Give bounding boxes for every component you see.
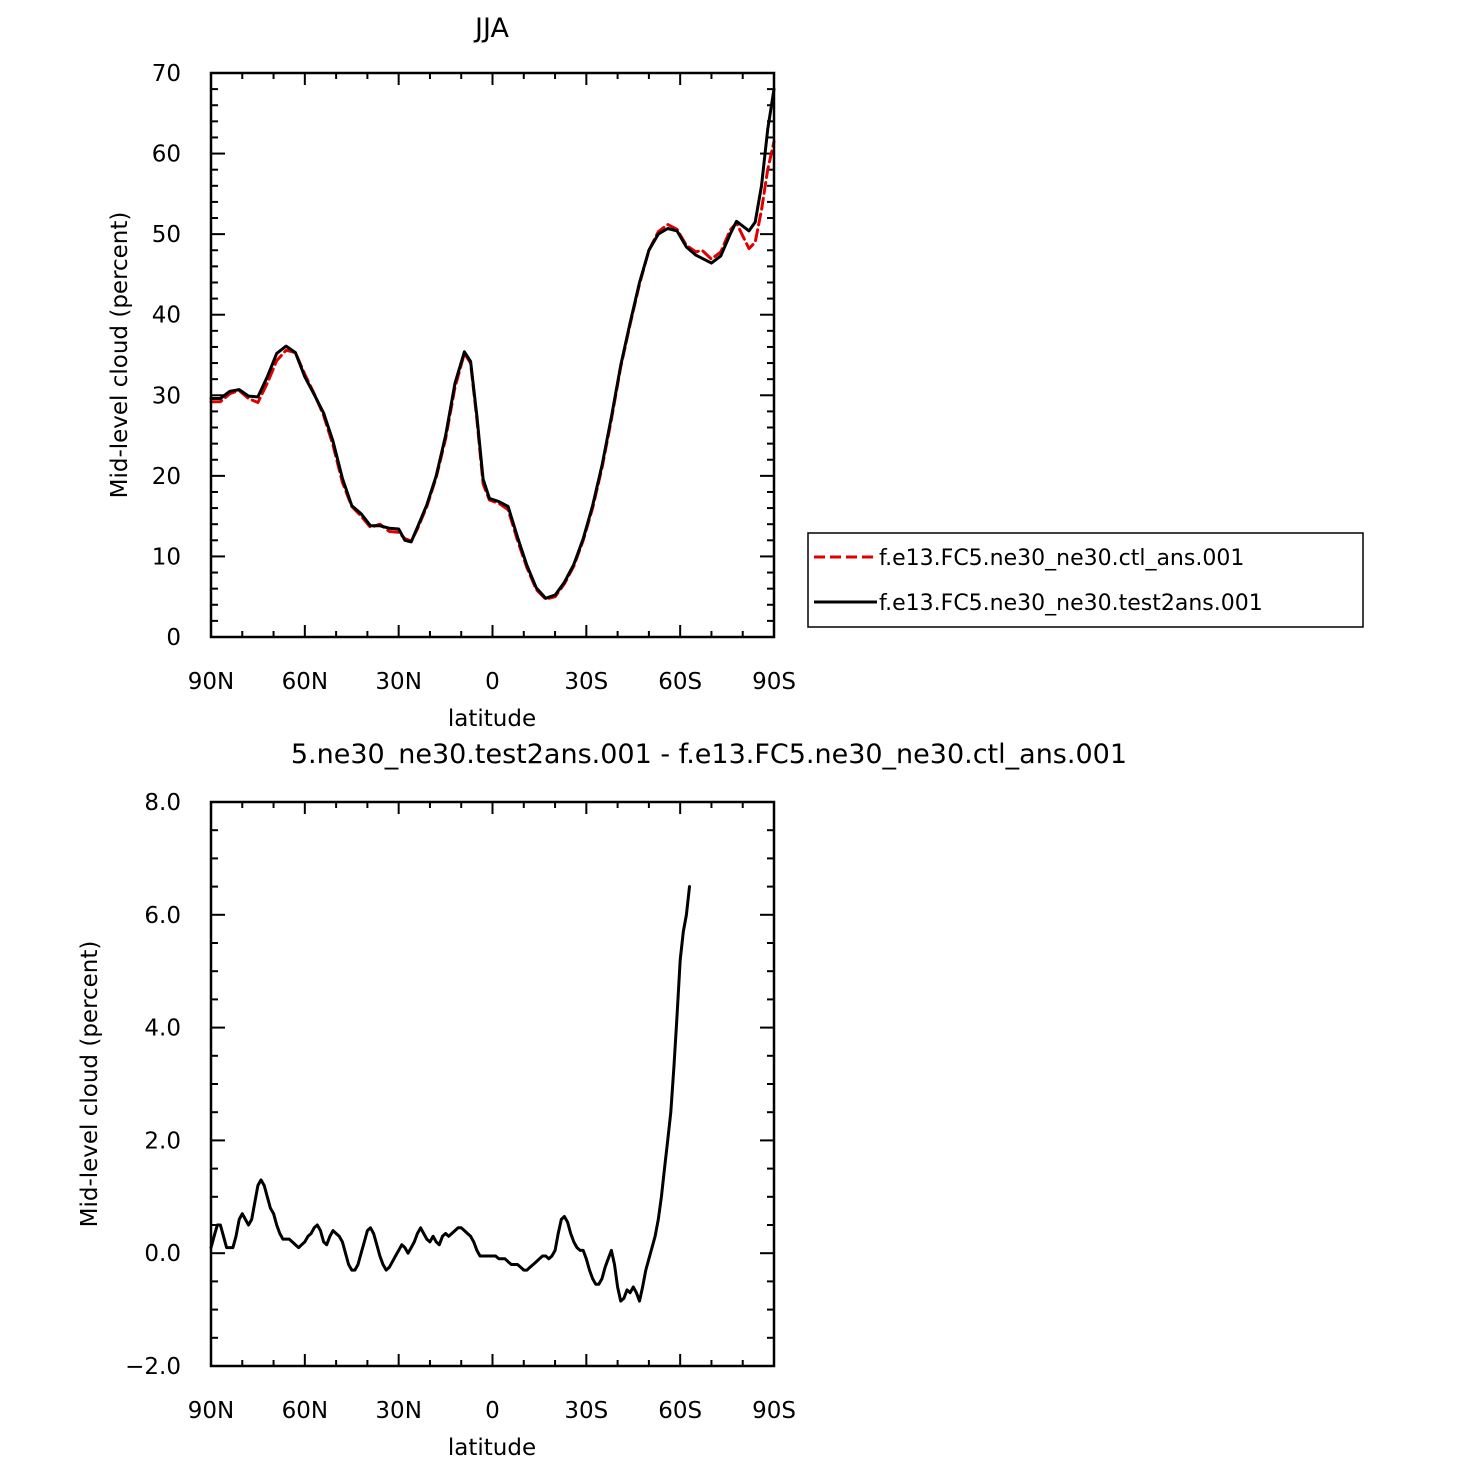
chart-bottom-frame — [209, 800, 776, 1368]
y-tick-label: 4.0 — [144, 1016, 181, 1042]
series-line-test2 — [209, 87, 776, 600]
x-tick-label: 60N — [282, 669, 328, 695]
x-tick-label: 30N — [375, 1398, 421, 1424]
chart-bottom-title: 5.ne30_ne30.test2ans.001 - f.e13.FC5.ne3… — [291, 739, 1127, 770]
legend-label-test2: f.e13.FC5.ne30_ne30.test2ans.001 — [879, 591, 1263, 616]
chart-top-title: JJA — [473, 13, 509, 44]
x-tick-label: 30S — [564, 669, 608, 695]
x-tick-label: 90S — [752, 1398, 796, 1424]
legend: f.e13.FC5.ne30_ne30.ctl_ans.001 f.e13.FC… — [807, 532, 1364, 628]
x-tick-label: 60N — [282, 1398, 328, 1424]
y-tick-label: 2.0 — [144, 1128, 181, 1154]
y-tick-label: 0 — [166, 625, 181, 651]
y-tick-label: 10 — [152, 544, 181, 570]
x-tick-label: 0 — [485, 669, 500, 695]
series-line-ctl — [209, 140, 776, 601]
y-tick-label: 20 — [152, 464, 181, 490]
chart-bottom-y-axis-label: Mid-level cloud (percent) — [77, 941, 103, 1228]
x-tick-label: 60S — [658, 669, 702, 695]
y-tick-label: 60 — [152, 142, 181, 168]
chart-top-x-axis-label: latitude — [448, 706, 536, 732]
chart-bottom-ticks: 90N 60N 30N 0 30S 60S 90S −2.0 0.0 2.0 4.0 6.0 8.0 — [125, 790, 796, 1424]
x-tick-label: 30S — [564, 1398, 608, 1424]
chart-bottom-difference: 5.ne30_ne30.test2ans.001 - f.e13.FC5.ne3… — [77, 739, 1127, 1461]
x-tick-label: 90N — [188, 669, 234, 695]
difference-line — [209, 885, 691, 1303]
x-tick-label: 90S — [752, 669, 796, 695]
x-tick-label: 0 — [485, 1398, 500, 1424]
legend-label-ctl: f.e13.FC5.ne30_ne30.ctl_ans.001 — [879, 546, 1244, 571]
y-tick-label: 50 — [152, 222, 181, 248]
chart-top-series — [209, 87, 776, 601]
y-tick-label: 40 — [152, 303, 181, 329]
x-tick-label: 30N — [375, 669, 421, 695]
y-tick-label: 70 — [152, 61, 181, 87]
chart-top-y-axis-label: Mid-level cloud (percent) — [107, 212, 133, 499]
legend-box — [807, 532, 1364, 628]
chart-top-ticks: 90N 60N 30N 0 30S 60S 90S 0 10 20 30 40 50 60 70 — [152, 61, 796, 695]
chart-top-frame — [209, 71, 776, 639]
y-tick-label: −2.0 — [125, 1354, 181, 1380]
chart-bottom-series — [209, 885, 691, 1303]
chart-top-mid-level-cloud: JJA latitude Mid-level cloud (percent) 9… — [107, 13, 1364, 732]
y-tick-label: 6.0 — [144, 903, 181, 929]
y-tick-label: 30 — [152, 383, 181, 409]
y-tick-label: 8.0 — [144, 790, 181, 816]
x-tick-label: 60S — [658, 1398, 702, 1424]
x-tick-label: 90N — [188, 1398, 234, 1424]
chart-bottom-x-axis-label: latitude — [448, 1435, 536, 1461]
y-tick-label: 0.0 — [144, 1241, 181, 1267]
